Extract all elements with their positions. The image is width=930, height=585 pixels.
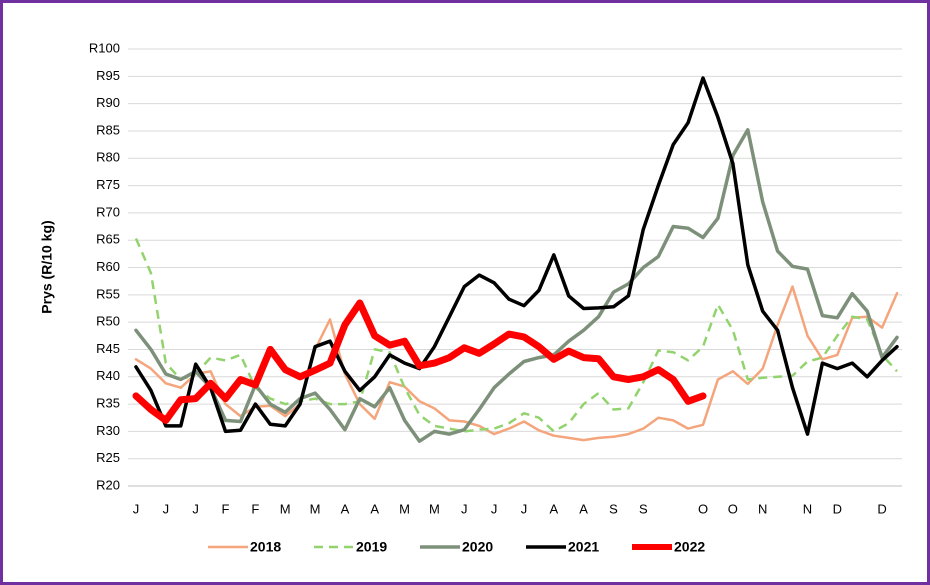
x-tick-label: M — [399, 501, 410, 516]
x-tick-label: J — [521, 501, 528, 516]
series-line — [134, 285, 899, 442]
x-tick-label: J — [133, 501, 140, 516]
x-tick-label: J — [192, 501, 199, 516]
x-tick-label: J — [163, 501, 170, 516]
y-tick-label: R45 — [96, 341, 120, 356]
series-line — [134, 128, 899, 443]
x-tick-label: N — [803, 501, 812, 516]
series-line — [132, 299, 707, 424]
legend-label: 2019 — [356, 539, 387, 555]
y-tick-label: R55 — [96, 286, 120, 301]
legend-label: 2021 — [568, 539, 599, 555]
x-tick-label: A — [341, 501, 350, 516]
series-line — [134, 76, 899, 436]
y-tick-label: R35 — [96, 396, 120, 411]
x-tick-label: A — [579, 501, 588, 516]
x-tick-label: J — [491, 501, 498, 516]
x-tick-label: D — [877, 501, 886, 516]
x-tick-label: S — [639, 501, 648, 516]
y-tick-label: R80 — [96, 150, 120, 165]
x-tick-label: O — [698, 501, 708, 516]
y-tick-label: R90 — [96, 95, 120, 110]
y-tick-label: R100 — [89, 40, 120, 55]
x-tick-label: A — [370, 501, 379, 516]
y-tick-label: R85 — [96, 122, 120, 137]
y-tick-label: R25 — [96, 450, 120, 465]
y-tick-label: R60 — [96, 259, 120, 274]
x-tick-label: D — [833, 501, 842, 516]
y-axis-label: Prys (R/10 kg) — [39, 220, 55, 313]
legend-label: 2022 — [674, 539, 705, 555]
x-tick-label: M — [429, 501, 440, 516]
x-tick-label: F — [222, 501, 230, 516]
x-tick-label: F — [251, 501, 259, 516]
y-tick-label: R75 — [96, 177, 120, 192]
legend-label: 2020 — [462, 539, 493, 555]
y-tick-label: R30 — [96, 423, 120, 438]
x-tick-label: M — [280, 501, 291, 516]
x-tick-label: N — [758, 501, 767, 516]
y-tick-label: R20 — [96, 477, 120, 492]
y-tick-label: R40 — [96, 368, 120, 383]
x-tick-label: O — [728, 501, 738, 516]
x-tick-label: M — [310, 501, 321, 516]
y-tick-label: R50 — [96, 314, 120, 329]
y-tick-label: R70 — [96, 204, 120, 219]
x-tick-label: A — [549, 501, 558, 516]
y-tick-label: R95 — [96, 68, 120, 83]
y-tick-label: R65 — [96, 232, 120, 247]
x-tick-label: S — [609, 501, 618, 516]
x-tick-label: J — [461, 501, 468, 516]
legend-label: 2018 — [250, 539, 281, 555]
